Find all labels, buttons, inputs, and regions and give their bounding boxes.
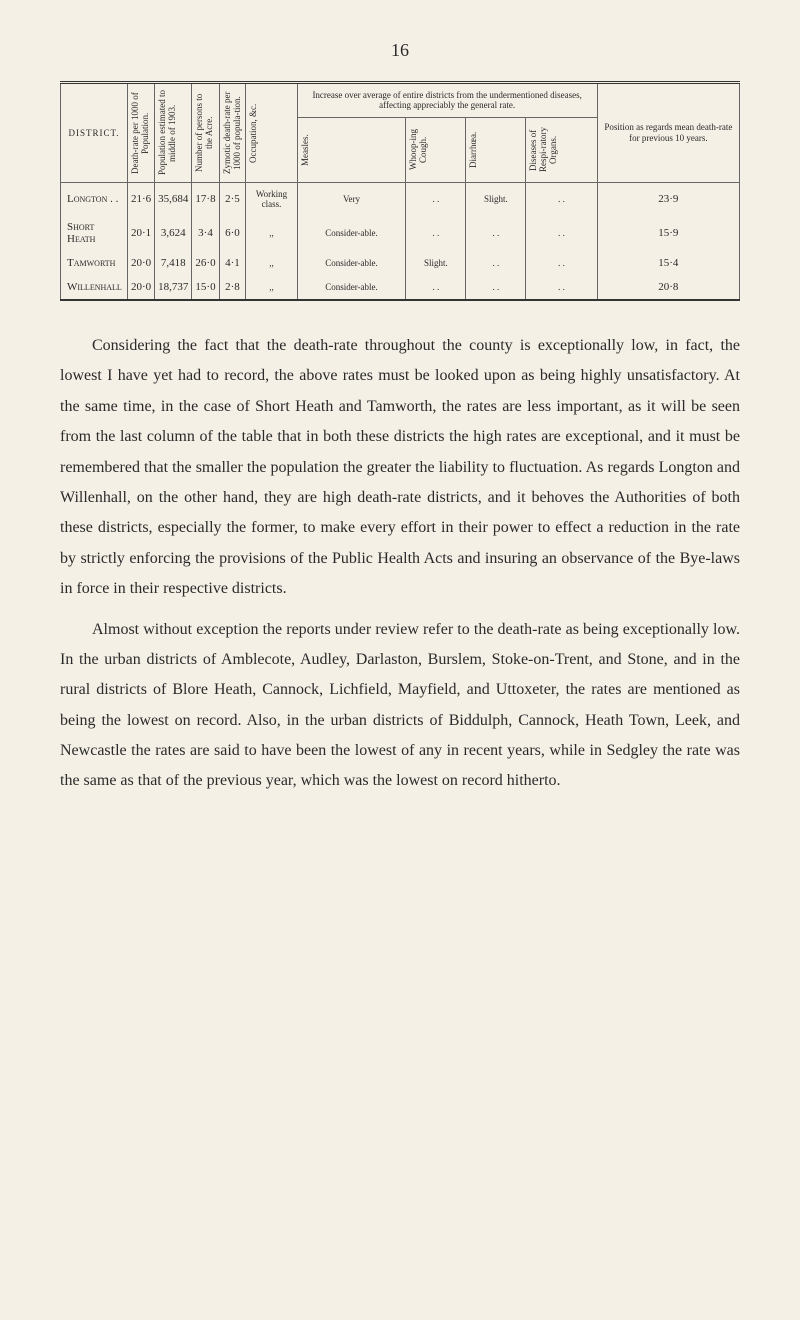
col-diarrhoea-label: Diarrhœa.	[469, 125, 479, 175]
cell-population: 7,418	[155, 251, 192, 275]
col-whooping: Whoop-ing Cough.	[406, 117, 466, 182]
paragraph-1: Considering the fact that the death-rate…	[60, 331, 740, 605]
col-respiratory: Diseases of Respi-ratory Organs.	[526, 117, 597, 182]
cell-measles: Consider-able.	[297, 275, 406, 299]
paragraph-2: Almost without exception the reports und…	[60, 615, 740, 797]
page-number: 16	[60, 40, 740, 61]
col-occupation: Occupation, &c.	[246, 84, 297, 183]
cell-zymotic: 2·5	[219, 183, 246, 216]
cell-persons-acre: 15·0	[192, 275, 219, 299]
cell-position: 15·4	[597, 251, 739, 275]
col-persons-acre-label: Number of persons to the Acre.	[195, 88, 215, 178]
cell-population: 18,737	[155, 275, 192, 299]
cell-respiratory: . .	[526, 251, 597, 275]
cell-district: Short Heath	[61, 215, 128, 251]
col-occupation-label: Occupation, &c.	[249, 88, 259, 178]
cell-respiratory: . .	[526, 215, 597, 251]
cell-district: Tamworth	[61, 251, 128, 275]
table-row: Willenhall 20·0 18,737 15·0 2·8 ,, Consi…	[61, 275, 740, 299]
cell-population: 35,684	[155, 183, 192, 216]
cell-position: 15·9	[597, 215, 739, 251]
cell-position: 20·8	[597, 275, 739, 299]
cell-whooping: . .	[406, 215, 466, 251]
cell-death-rate: 20·0	[128, 275, 155, 299]
cell-persons-acre: 17·8	[192, 183, 219, 216]
col-respiratory-label: Diseases of Respi-ratory Organs.	[529, 125, 559, 175]
table-row: Tamworth 20·0 7,418 26·0 4·1 ,, Consider…	[61, 251, 740, 275]
col-persons-acre: Number of persons to the Acre.	[192, 84, 219, 183]
body-text: Considering the fact that the death-rate…	[60, 331, 740, 797]
col-population: Population estimated to middle of 1903.	[155, 84, 192, 183]
cell-measles: Consider-able.	[297, 251, 406, 275]
cell-district: Longton . .	[61, 183, 128, 216]
col-death-rate-label: Death-rate per 1000 of Population.	[131, 88, 151, 178]
cell-death-rate: 20·1	[128, 215, 155, 251]
cell-diarrhoea: . .	[466, 215, 526, 251]
cell-diarrhoea: . .	[466, 275, 526, 299]
cell-whooping: . .	[406, 275, 466, 299]
cell-whooping: Slight.	[406, 251, 466, 275]
table-row: Longton . . 21·6 35,684 17·8 2·5 Working…	[61, 183, 740, 216]
cell-population: 3,624	[155, 215, 192, 251]
col-population-label: Population estimated to middle of 1903.	[158, 88, 178, 178]
cell-zymotic: 4·1	[219, 251, 246, 275]
data-table-wrap: DISTRICT. Death-rate per 1000 of Populat…	[60, 81, 740, 301]
cell-persons-acre: 26·0	[192, 251, 219, 275]
cell-persons-acre: 3·4	[192, 215, 219, 251]
col-zymotic-label: Zymotic death-rate per 1000 of popula-ti…	[223, 88, 243, 178]
table-body: Longton . . 21·6 35,684 17·8 2·5 Working…	[61, 183, 740, 300]
cell-district: Willenhall	[61, 275, 128, 299]
cell-measles: Very	[297, 183, 406, 216]
cell-zymotic: 2·8	[219, 275, 246, 299]
cell-diarrhoea: Slight.	[466, 183, 526, 216]
col-increase-group: Increase over average of entire district…	[297, 84, 597, 117]
col-zymotic: Zymotic death-rate per 1000 of popula-ti…	[219, 84, 246, 183]
col-death-rate: Death-rate per 1000 of Population.	[128, 84, 155, 183]
col-measles-label: Measles.	[301, 125, 311, 175]
col-position: Position as regards mean death-rate for …	[597, 84, 739, 183]
cell-death-rate: 20·0	[128, 251, 155, 275]
table-row: Short Heath 20·1 3,624 3·4 6·0 ,, Consid…	[61, 215, 740, 251]
cell-occupation: ,,	[246, 275, 297, 299]
cell-diarrhoea: . .	[466, 251, 526, 275]
cell-zymotic: 6·0	[219, 215, 246, 251]
col-district: DISTRICT.	[61, 84, 128, 183]
cell-respiratory: . .	[526, 275, 597, 299]
cell-occupation: Working class.	[246, 183, 297, 216]
cell-whooping: . .	[406, 183, 466, 216]
cell-position: 23·9	[597, 183, 739, 216]
cell-occupation: ,,	[246, 215, 297, 251]
col-whooping-label: Whoop-ing Cough.	[409, 125, 429, 175]
col-measles: Measles.	[297, 117, 406, 182]
cell-measles: Consider-able.	[297, 215, 406, 251]
cell-occupation: ,,	[246, 251, 297, 275]
cell-death-rate: 21·6	[128, 183, 155, 216]
col-diarrhoea: Diarrhœa.	[466, 117, 526, 182]
cell-respiratory: . .	[526, 183, 597, 216]
district-table: DISTRICT. Death-rate per 1000 of Populat…	[60, 84, 740, 299]
